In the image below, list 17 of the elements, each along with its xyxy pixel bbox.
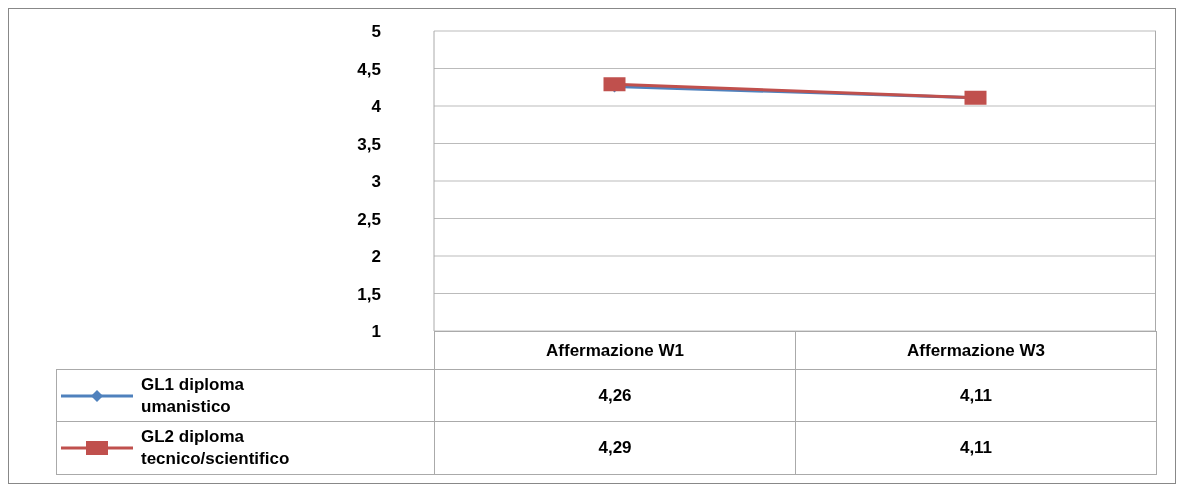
y-tick-label: 3,5	[357, 134, 381, 154]
y-tick-label: 2,5	[357, 209, 381, 229]
data-label: 4,26	[434, 369, 796, 422]
legend-label: GL2 diploma tecnico/scientifico	[141, 426, 291, 470]
data-label: 4,11	[795, 421, 1157, 475]
data-label: 4,11	[795, 369, 1157, 422]
x-tick-label: Affermazione W3	[795, 331, 1157, 370]
y-tick-label: 4,5	[357, 59, 381, 79]
x-tick-label: Affermazione W1	[434, 331, 796, 370]
y-tick-label: 1,5	[357, 284, 381, 304]
legend-label: GL1 diploma umanistico	[141, 373, 245, 418]
data-label: 4,29	[434, 421, 796, 475]
y-tick-label: 4	[371, 97, 382, 117]
y-tick-label: 1	[371, 322, 381, 342]
y-tick-label: 2	[371, 247, 381, 267]
y-tick-label: 5	[371, 22, 381, 42]
y-tick-label: 3	[371, 172, 381, 192]
